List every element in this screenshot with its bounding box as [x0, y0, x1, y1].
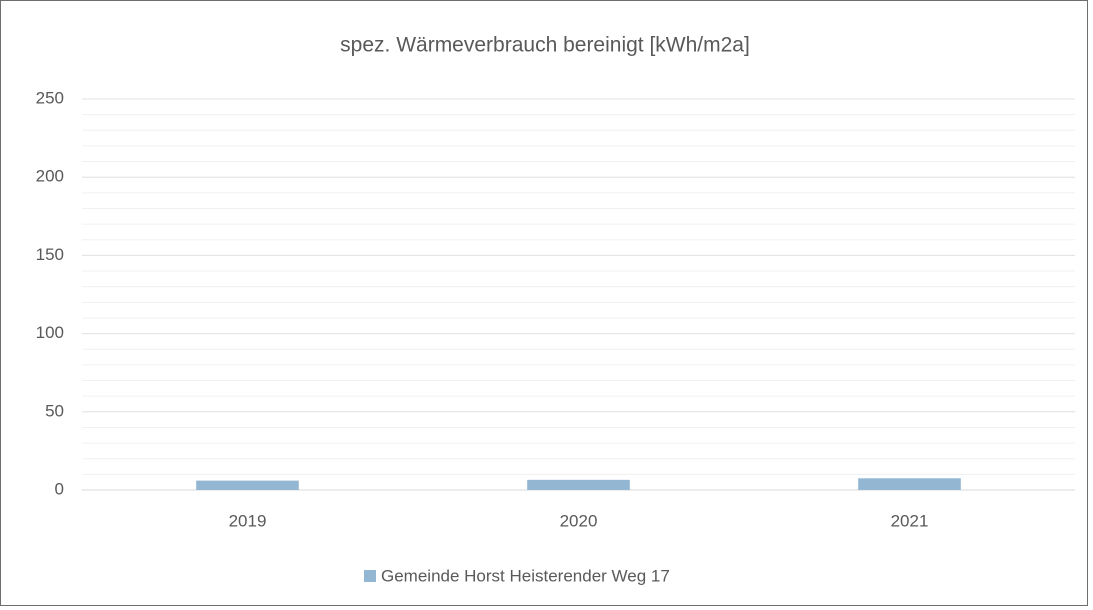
y-tick-label: 250 [36, 88, 64, 107]
y-tick-label: 150 [36, 245, 64, 264]
legend-label: Gemeinde Horst Heisterender Weg 17 [381, 566, 670, 585]
y-tick-label: 100 [36, 323, 64, 342]
bar [527, 479, 630, 490]
legend-swatch [364, 570, 376, 582]
y-tick-label: 50 [45, 401, 64, 420]
y-tick-label: 0 [55, 479, 64, 498]
x-tick-label: 2020 [560, 511, 598, 530]
x-tick-label: 2021 [891, 511, 929, 530]
bar [858, 478, 961, 490]
x-tick-label: 2019 [229, 511, 267, 530]
bar [196, 480, 299, 490]
y-tick-label: 200 [36, 167, 64, 186]
chart-title: spez. Wärmeverbrauch bereinigt [kWh/m2a] [340, 34, 750, 57]
